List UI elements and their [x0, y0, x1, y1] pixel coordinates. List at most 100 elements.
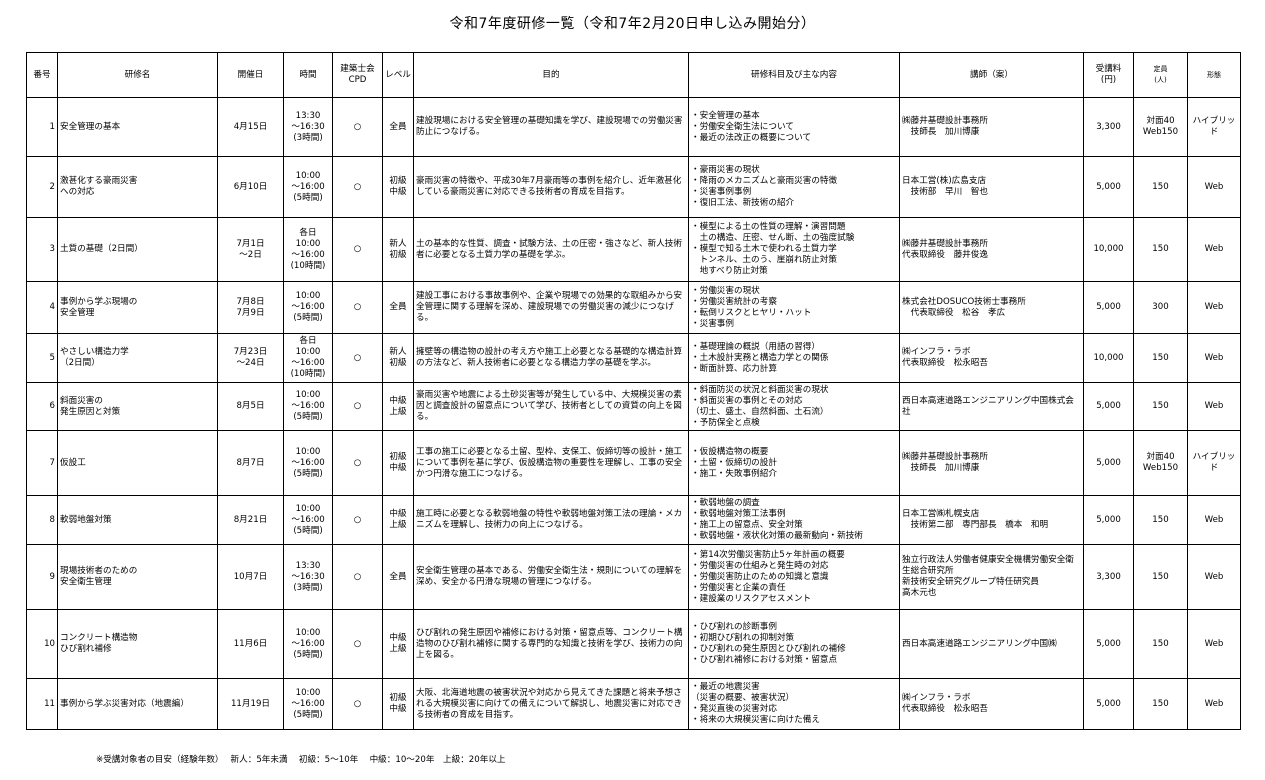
- training-table: 番号 研修名 開催日 時間 建築士会 CPD レベル 目的 研修科目及び主な内容…: [26, 52, 1241, 730]
- cell-cpd: ○: [332, 430, 383, 496]
- cell-level: 新人 初級: [382, 333, 414, 383]
- cell-content: ・労働災害の現状 ・労働災害統計の考察 ・転倒リスクとヒヤリ・ハット ・災害事例: [688, 281, 900, 334]
- cell-format: Web: [1187, 156, 1241, 218]
- cell-format: Web: [1187, 281, 1241, 334]
- header-lecturer: 講師（案）: [899, 52, 1084, 98]
- table-body: 1 安全管理の基本 4月15日 13:30 ～16:30 (3時間) ○ 全員 建設現場にお…: [26, 97, 1241, 730]
- table-row: 7 仮設工 8月7日 10:00 ～16:00 (5時間) ○ 初級 中級 工事の施工に必要…: [26, 430, 1241, 496]
- cell-time: 10:00 ～16:00 (5時間): [283, 495, 333, 545]
- cell-format: Web: [1187, 495, 1241, 545]
- cell-format: Web: [1187, 544, 1241, 610]
- cell-format: ハイブリッド: [1187, 97, 1241, 157]
- cell-cpd: ○: [332, 382, 383, 431]
- cell-no: 10: [26, 609, 58, 679]
- cell-content: ・軟弱地盤の調査 ・軟弱地盤対策工法事例 ・施工上の留意点、安全対策 ・軟弱地盤…: [688, 495, 900, 545]
- cell-cpd: ○: [332, 678, 383, 730]
- cell-name: 土質の基礎（2日間）: [57, 217, 218, 282]
- cell-capacity: 150: [1133, 333, 1188, 383]
- cell-name: 激甚化する豪雨災害 への対応: [57, 156, 218, 218]
- header-no: 番号: [26, 52, 58, 98]
- cell-format: Web: [1187, 333, 1241, 383]
- cell-capacity: 150: [1133, 382, 1188, 431]
- cell-fee: 3,300: [1083, 544, 1134, 610]
- cell-date: 7月8日 7月9日: [217, 281, 284, 334]
- cell-name: やさしい構造力学 （2日間）: [57, 333, 218, 383]
- header-purpose: 目的: [413, 52, 689, 98]
- header-capacity: 定員 (人): [1133, 52, 1188, 98]
- cell-cpd: ○: [332, 495, 383, 545]
- cell-capacity: 150: [1133, 217, 1188, 282]
- header-fee: 受講料 (円): [1083, 52, 1134, 98]
- table-row: 4 事例から学ぶ現場の 安全管理 7月8日 7月9日 10:00 ～16:00 (5時…: [26, 281, 1241, 334]
- cell-cpd: ○: [332, 156, 383, 218]
- cell-fee: 5,000: [1083, 281, 1134, 334]
- cell-date: 8月5日: [217, 382, 284, 431]
- header-cpd: 建築士会 CPD: [332, 52, 383, 98]
- cell-date: 8月7日: [217, 430, 284, 496]
- cell-content: ・基礎理論の概説（用語の習得） ・土木設計実務と構造力学との関係 ・断面計算、応…: [688, 333, 900, 383]
- cell-capacity: 対面40 Web150: [1133, 97, 1188, 157]
- cell-date: 11月19日: [217, 678, 284, 730]
- cell-no: 6: [26, 382, 58, 431]
- cell-no: 2: [26, 156, 58, 218]
- header-time: 時間: [283, 52, 333, 98]
- cell-time: 13:30 ～16:30 (3時間): [283, 97, 333, 157]
- cell-fee: 5,000: [1083, 430, 1134, 496]
- cell-content: ・最近の地震災害 （災害の概要、被害状況） ・発災直後の災害対応 ・将来の大規模…: [688, 678, 900, 730]
- cell-purpose: 建設工事における事故事例や、企業や現場での効果的な取組みから安全管理に関する理解…: [413, 281, 689, 334]
- cell-content: ・仮設構造物の概要 ・土留・仮締切の設計 ・施工・失敗事例紹介: [688, 430, 900, 496]
- cell-purpose: 建設現場における安全管理の基礎知識を学び、建設現場での労働災害防止につなげる。: [413, 97, 689, 157]
- cell-capacity: 300: [1133, 281, 1188, 334]
- cell-content: ・豪雨災害の現状 ・降雨のメカニズムと豪雨災害の特徴 ・災害事例事例 ・復旧工法…: [688, 156, 900, 218]
- cell-cpd: ○: [332, 544, 383, 610]
- cell-purpose: 豪雨災害の特徴や、平成30年7月豪雨等の事例を紹介し、近年激甚化している豪雨災害…: [413, 156, 689, 218]
- cell-fee: 5,000: [1083, 382, 1134, 431]
- table-row: 11 事例から学ぶ災害対応（地震編） 11月19日 10:00 ～16:00 (5時間…: [26, 678, 1241, 730]
- cell-name: 仮設工: [57, 430, 218, 496]
- cell-date: 8月21日: [217, 495, 284, 545]
- cell-time: 各日 10:00 ～16:00 (10時間): [283, 217, 333, 282]
- table-row: 10 コンクリート構造物 ひび割れ補修 11月6日 10:00 ～16:00 (5時間…: [26, 609, 1241, 679]
- cell-fee: 5,000: [1083, 495, 1134, 545]
- cell-no: 11: [26, 678, 58, 730]
- cell-cpd: ○: [332, 609, 383, 679]
- header-content: 研修科目及び主な内容: [688, 52, 900, 98]
- cell-purpose: ひび割れの発生原因や補修における対策・留意点等、コンクリート構造物のひび割れ補修…: [413, 609, 689, 679]
- cell-format: Web: [1187, 609, 1241, 679]
- cell-level: 初級 中級: [382, 430, 414, 496]
- cell-lecturer: 株式会社DOSUCO技術士事務所 代表取締役 松谷 孝広: [899, 281, 1084, 334]
- cell-no: 9: [26, 544, 58, 610]
- cell-purpose: 安全衛生管理の基本である、労働安全衛生法・規則についての理解を深め、安全かる円滑…: [413, 544, 689, 610]
- cell-date: 7月1日 ～2日: [217, 217, 284, 282]
- cell-time: 10:00 ～16:00 (5時間): [283, 156, 333, 218]
- table-row: 2 激甚化する豪雨災害 への対応 6月10日 10:00 ～16:00 (5時間) ○ 初…: [26, 156, 1241, 218]
- cell-date: 4月15日: [217, 97, 284, 157]
- cell-capacity: 150: [1133, 156, 1188, 218]
- cell-format: ハイブリッド: [1187, 430, 1241, 496]
- cell-level: 中級 上級: [382, 609, 414, 679]
- cell-lecturer: 西日本高速道路エンジニアリング中国㈱: [899, 609, 1084, 679]
- cell-purpose: 擁壁等の構造物の設計の考え方や施工上必要となる基礎的な構造計算の方法など、新人技…: [413, 333, 689, 383]
- cell-time: 10:00 ～16:00 (5時間): [283, 430, 333, 496]
- cell-level: 全員: [382, 97, 414, 157]
- cell-no: 5: [26, 333, 58, 383]
- cell-name: 事例から学ぶ現場の 安全管理: [57, 281, 218, 334]
- cell-no: 7: [26, 430, 58, 496]
- cell-capacity: 150: [1133, 678, 1188, 730]
- cell-level: 新人 初級: [382, 217, 414, 282]
- cell-fee: 5,000: [1083, 156, 1134, 218]
- cell-format: Web: [1187, 217, 1241, 282]
- cell-fee: 5,000: [1083, 609, 1134, 679]
- cell-cpd: ○: [332, 281, 383, 334]
- header-name: 研修名: [57, 52, 218, 98]
- cell-format: Web: [1187, 678, 1241, 730]
- cell-date: 6月10日: [217, 156, 284, 218]
- cell-lecturer: ㈱藤井基礎設計事務所 技師長 加川博康: [899, 97, 1084, 157]
- table-row: 1 安全管理の基本 4月15日 13:30 ～16:30 (3時間) ○ 全員 建設現場にお…: [26, 97, 1241, 157]
- table-row: 9 現場技術者のための 安全衛生管理 10月7日 13:30 ～16:30 (3時間)…: [26, 544, 1241, 610]
- cell-time: 10:00 ～16:00 (5時間): [283, 382, 333, 431]
- cell-name: 現場技術者のための 安全衛生管理: [57, 544, 218, 610]
- cell-lecturer: ㈱インフラ・ラボ 代表取締役 松永昭吾: [899, 333, 1084, 383]
- cell-capacity: 150: [1133, 495, 1188, 545]
- cell-time: 10:00 ～16:00 (5時間): [283, 678, 333, 730]
